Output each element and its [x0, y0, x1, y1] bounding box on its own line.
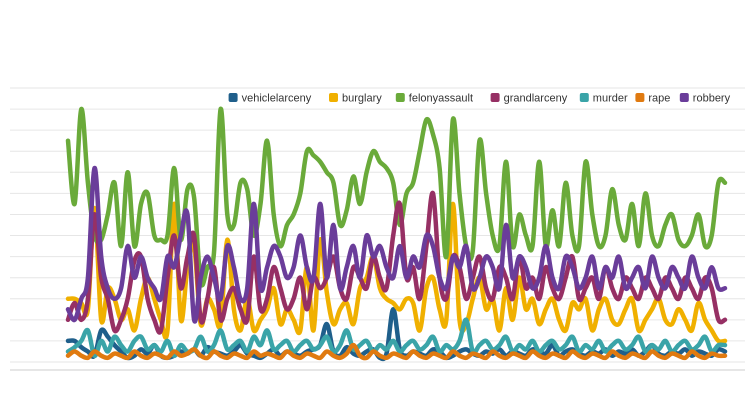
legend-swatch	[679, 93, 689, 102]
legend-swatch	[579, 93, 589, 102]
legend-item-vehiclelarceny[interactable]: vehiclelarceny	[228, 93, 312, 105]
series-line-robbery	[65, 165, 728, 324]
legend-item-murder[interactable]: murder	[579, 93, 628, 105]
legend-item-rape[interactable]: rape	[635, 93, 670, 105]
legend-item-robbery[interactable]: robbery	[679, 93, 731, 105]
legend-item-felonyassault[interactable]: felonyassault	[395, 93, 473, 105]
legend-label: vehiclelarceny	[242, 93, 312, 105]
legend-swatch	[329, 93, 338, 102]
legend-swatch	[635, 93, 645, 102]
legend-label: grandlarceny	[504, 93, 568, 105]
legend-swatch	[490, 93, 500, 102]
legend-label: burglary	[342, 93, 382, 105]
legend-swatch	[395, 93, 405, 102]
legend-label: robbery	[693, 93, 731, 105]
legend-swatch	[228, 93, 238, 102]
series-line-rape	[65, 342, 728, 361]
legend: vehiclelarceny burglary felonyassault grand…	[228, 93, 731, 105]
legend-label: murder	[593, 93, 628, 105]
legend-label: felonyassault	[409, 93, 473, 105]
series-lines	[65, 106, 728, 362]
legend-item-grandlarceny[interactable]: grandlarceny	[490, 93, 568, 105]
legend-item-burglary[interactable]: burglary	[329, 93, 382, 105]
legend-label: rape	[648, 93, 670, 105]
series-line-burglary	[65, 201, 728, 344]
